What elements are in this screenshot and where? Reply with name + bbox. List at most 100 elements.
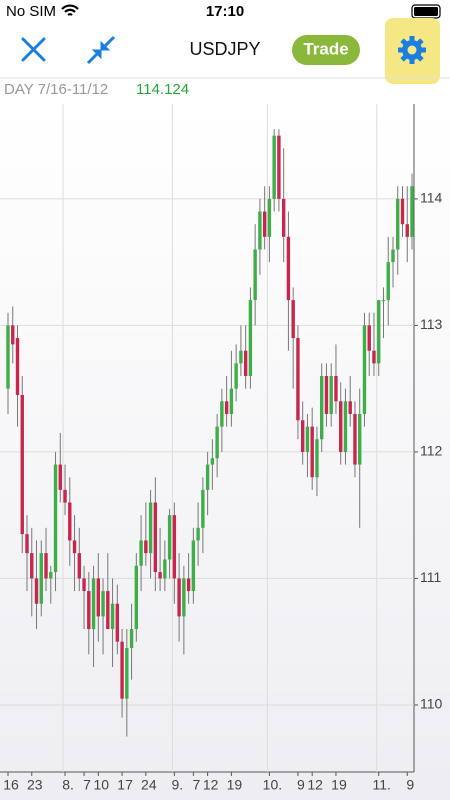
chart-range: DAY 7/16-11/12	[4, 81, 108, 98]
candle-body	[367, 325, 371, 351]
candle-body	[49, 572, 53, 579]
candle-body	[248, 300, 253, 377]
candle-body	[286, 236, 291, 301]
candle-body	[139, 540, 143, 566]
candle-body	[101, 591, 105, 617]
candle-body	[44, 553, 48, 579]
candle-body	[215, 426, 219, 459]
candle-body	[53, 464, 58, 573]
x-tick-label: 23	[27, 777, 43, 793]
candle-body	[39, 553, 43, 604]
candle-body	[329, 376, 333, 414]
candle-body	[182, 578, 186, 617]
candle-body	[172, 515, 177, 579]
candle-body	[362, 325, 367, 414]
candle-body	[186, 578, 191, 592]
candle-body	[400, 198, 405, 225]
candle-body	[377, 300, 381, 364]
candle-body	[34, 578, 39, 604]
candle-body	[210, 458, 215, 465]
candle-body	[167, 515, 172, 560]
candle-body	[296, 338, 300, 421]
x-tick-label: 10	[94, 777, 110, 793]
trade-button[interactable]	[292, 35, 360, 65]
candle-body	[391, 249, 395, 263]
candle-body	[96, 578, 101, 617]
x-tick-label: 7	[83, 777, 91, 793]
x-tick-label: 12	[307, 777, 323, 793]
candle-body	[229, 388, 234, 414]
last-price: 114.124	[136, 81, 189, 98]
candle-body	[144, 540, 148, 554]
candle-body	[129, 629, 134, 649]
candle-body	[15, 338, 20, 395]
y-tick-label: 112	[420, 443, 443, 459]
candle-body	[267, 198, 272, 237]
symbol-title: USDJPY	[189, 39, 260, 59]
candle-body	[82, 578, 86, 592]
candle-body	[220, 401, 224, 427]
candle-body	[324, 376, 329, 414]
candle-body	[305, 426, 310, 452]
candle-body	[234, 363, 238, 389]
candle-body	[243, 350, 248, 377]
candle-body	[224, 401, 229, 414]
battery-level	[414, 7, 438, 16]
candle-body	[25, 534, 29, 554]
trade-button-label[interactable]: Trade	[303, 39, 348, 58]
candle-body	[158, 572, 162, 579]
wifi-icon	[61, 4, 79, 16]
candle-body	[177, 578, 181, 617]
candle-body	[30, 553, 34, 579]
candle-body	[201, 489, 205, 528]
candle-body	[334, 376, 338, 402]
settings-button[interactable]	[398, 36, 426, 64]
x-tick-label: 19	[227, 777, 243, 793]
candle-body	[277, 135, 281, 199]
candle-body	[353, 413, 357, 465]
x-tick-label: 9	[297, 777, 305, 793]
x-tick-label: 19	[331, 777, 347, 793]
carrier: No SIM	[6, 3, 56, 20]
candle-body	[77, 553, 81, 579]
candle-body	[262, 211, 267, 237]
y-tick-label: 114	[420, 190, 443, 206]
candle-body	[87, 591, 91, 630]
candle-body	[358, 413, 362, 465]
candle-body	[125, 648, 129, 699]
close-button[interactable]	[21, 37, 46, 62]
candle-body	[343, 401, 348, 452]
x-tick-label: 11.	[373, 777, 391, 793]
candle-body	[315, 439, 319, 478]
collapse-button[interactable]	[86, 35, 116, 65]
candle-body	[148, 502, 153, 554]
candle-body	[153, 502, 158, 573]
y-tick-label: 110	[420, 696, 443, 712]
candle-body	[58, 464, 62, 490]
candle-body	[196, 527, 200, 541]
candle-body	[239, 350, 243, 364]
candle-body	[11, 325, 15, 345]
candle-body	[348, 401, 352, 414]
candle-body	[410, 186, 414, 237]
x-tick-label: 16	[3, 777, 19, 793]
candle-body	[381, 300, 386, 302]
x-tick-label: 12	[203, 777, 219, 793]
candle-body	[163, 559, 167, 579]
candle-body	[386, 262, 390, 301]
candle-body	[6, 325, 10, 389]
y-tick-label: 111	[420, 569, 441, 585]
candle-body	[310, 426, 314, 478]
candle-body	[205, 464, 210, 490]
candle-body	[72, 540, 77, 554]
x-tick-label: 9	[406, 777, 414, 793]
candle-body	[68, 502, 72, 541]
candle-body	[396, 198, 400, 250]
candle-body	[106, 591, 110, 630]
y-tick-label: 113	[420, 316, 443, 332]
candle-body	[372, 350, 376, 364]
candle-body	[134, 565, 139, 630]
candle-body	[63, 489, 67, 503]
